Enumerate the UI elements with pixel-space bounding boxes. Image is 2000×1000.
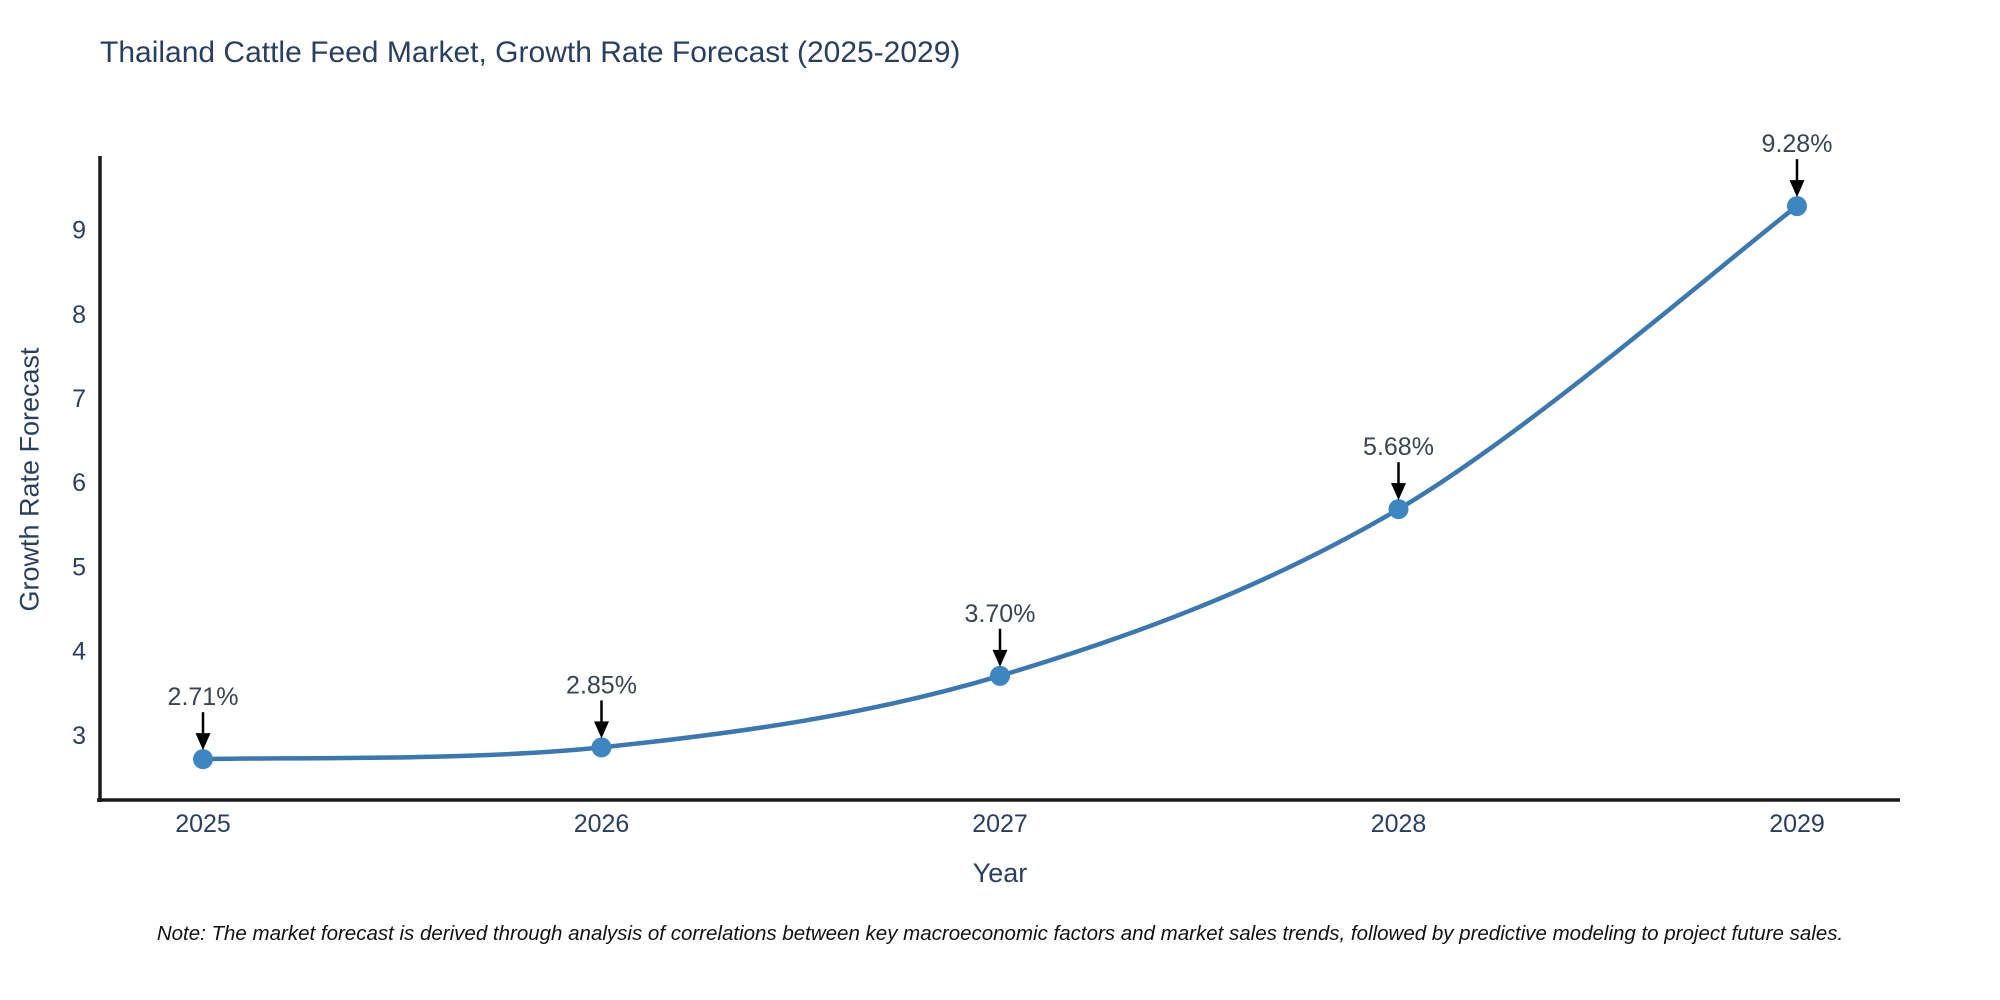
data-point-marker xyxy=(1388,499,1409,520)
y-tick-label: 9 xyxy=(72,217,86,245)
annotation-arrow-head xyxy=(594,721,609,739)
data-point-marker xyxy=(591,737,612,758)
point-value-label: 5.68% xyxy=(1363,433,1434,461)
x-tick-label: 2028 xyxy=(1371,810,1427,838)
x-tick-label: 2026 xyxy=(574,810,630,838)
point-value-label: 3.70% xyxy=(965,600,1036,628)
annotation-arrow-head xyxy=(1391,483,1406,501)
annotation-arrow-head xyxy=(992,649,1008,667)
x-axis-title: Year xyxy=(972,858,1028,888)
annotation-arrow-head xyxy=(1789,180,1805,198)
x-tick-label: 2027 xyxy=(972,810,1028,838)
chart-title: Thailand Cattle Feed Market, Growth Rate… xyxy=(100,36,961,69)
forecast-line xyxy=(200,203,1800,762)
y-tick-label: 8 xyxy=(72,301,86,329)
point-value-label: 2.85% xyxy=(566,671,637,699)
footnote: Note: The market forecast is derived thr… xyxy=(156,922,1844,945)
point-value-label: 2.71% xyxy=(168,683,239,711)
point-value-label: 9.28% xyxy=(1762,130,1833,158)
y-tick-label: 3 xyxy=(72,722,86,750)
y-tick-label: 6 xyxy=(72,469,86,497)
x-tick-label: 2029 xyxy=(1769,810,1825,838)
annotation-arrow-head xyxy=(195,733,211,751)
y-axis-title: Growth Rate Forecast xyxy=(14,347,45,612)
data-point-marker xyxy=(193,749,213,770)
y-tick-label: 5 xyxy=(72,553,86,581)
data-point-marker xyxy=(1787,196,1807,217)
data-point-marker xyxy=(990,665,1010,686)
y-tick-label: 7 xyxy=(72,385,86,413)
x-tick-label: 2025 xyxy=(175,810,231,838)
y-tick-label: 4 xyxy=(72,638,86,666)
